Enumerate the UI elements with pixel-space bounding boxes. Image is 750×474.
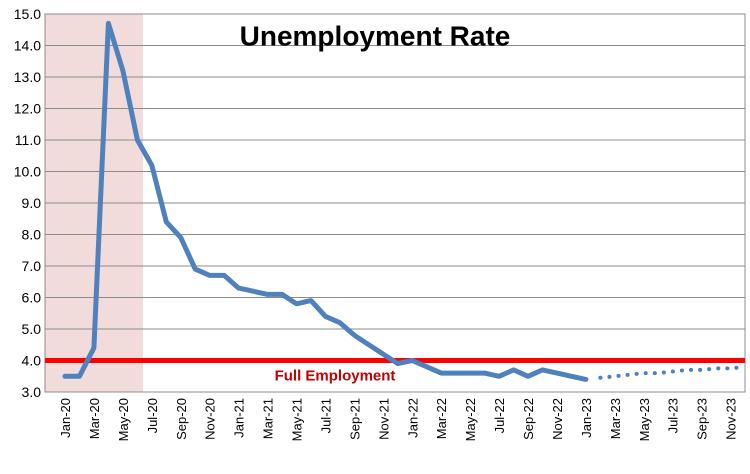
x-tick-label: Jan-21 [232,398,247,438]
x-tick-label: Nov-22 [550,398,565,440]
x-tick-label: Mar-22 [434,398,449,439]
y-tick-label: 6.0 [22,290,42,306]
y-tick-label: 3.0 [22,384,42,400]
y-tick-label: 11.0 [15,132,41,148]
y-tick-label: 5.0 [22,321,42,337]
chart-title: Unemployment Rate [240,20,511,51]
plot-border [44,13,746,393]
y-tick-label: 14.0 [14,38,41,54]
x-tick-label: Nov-20 [203,398,218,440]
x-tick-label: May-21 [290,398,305,441]
reference-label: Full Employment [275,368,396,385]
y-tick-label: 4.0 [22,353,42,369]
x-tick-label: Jan-22 [405,398,420,438]
x-tick-label: Jul-23 [666,398,681,433]
y-tick-label: 10.0 [14,164,41,180]
x-tick-label: Sep-22 [521,398,536,440]
x-tick-label: May-23 [637,398,652,441]
data-line [62,20,589,382]
x-tick-label: Mar-23 [608,398,623,439]
x-tick-label: Nov-23 [724,398,739,440]
x-tick-label: Sep-21 [347,398,362,440]
x-tick-label: Sep-23 [695,398,710,440]
y-tick-label: 7.0 [22,258,42,274]
x-tick-label: Mar-21 [261,398,276,439]
x-tick-label: May-22 [463,398,478,441]
y-tick-label: 12.0 [14,101,41,117]
y-tick-label: 8.0 [22,227,42,243]
y-tick-label: 13.0 [14,69,41,85]
x-tick-label: Jul-20 [145,398,160,433]
x-tick-label: Jul-22 [492,398,507,433]
x-tick-label: Nov-21 [376,398,391,440]
x-tick-label: Jan-23 [579,398,594,438]
x-tick-label: Jan-20 [58,398,73,438]
x-tick-label: Mar-20 [87,398,102,439]
x-tick-label: Jul-21 [318,398,333,433]
x-tick-label: May-20 [116,398,131,441]
x-tick-label: Sep-20 [174,398,189,440]
y-tick-label: 15.0 [14,6,41,22]
data-line [598,364,748,380]
y-tick-label: 9.0 [22,195,42,211]
